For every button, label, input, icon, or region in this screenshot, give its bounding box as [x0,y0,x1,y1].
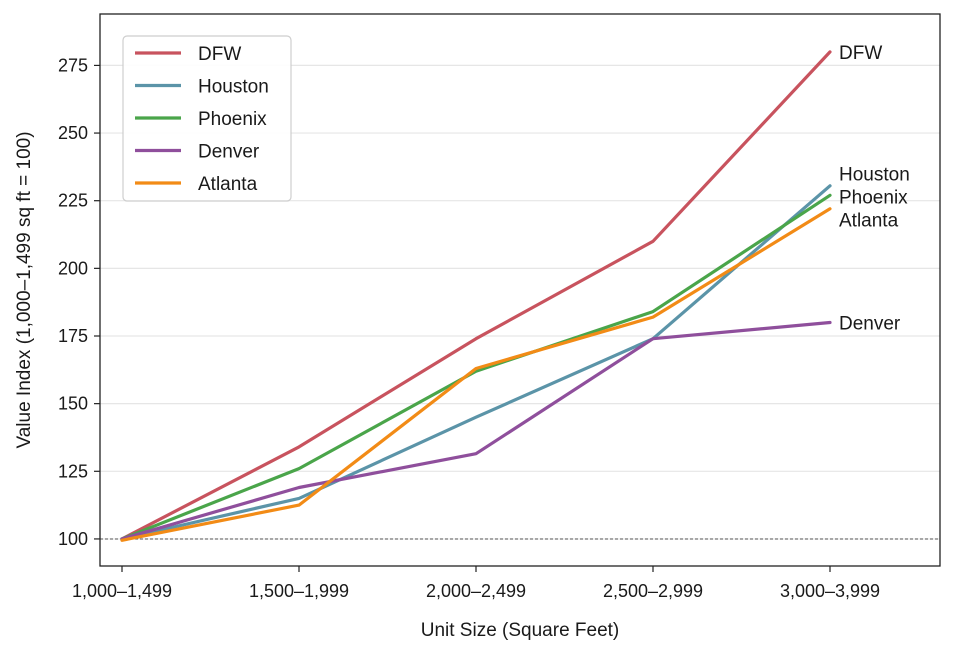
x-tick-label: 3,000–3,999 [780,581,880,601]
legend: DFW Houston Phoenix Denver Atlanta [122,35,292,202]
legend-box [122,35,292,202]
x-tick-label: 1,000–1,499 [72,581,172,601]
y-tick-label: 125 [58,461,88,481]
legend-label-houston: Houston [198,77,269,98]
y-tick-label: 100 [58,529,88,549]
series-line-phoenix [120,193,832,541]
x-axis-ticks: 1,000–1,499 1,500–1,999 2,000–2,499 2,500–2… [72,566,880,601]
x-tick-label: 2,000–2,499 [426,581,526,601]
y-axis-ticks: 100 125 150 175 200 225 250 275 [58,55,100,549]
y-tick-label: 150 [58,394,88,414]
legend-label-atlanta: Atlanta [198,174,258,195]
x-axis-title: Unit Size (Square Feet) [421,620,620,641]
series-lines [120,50,832,542]
series-line-houston [120,184,832,541]
y-tick-label: 250 [58,123,88,143]
series-line-dfw [120,50,832,541]
y-axis-title: Value Index (1,000–1,499 sq ft = 100) [14,131,35,448]
legend-label-phoenix: Phoenix [198,109,267,130]
x-tick-label: 1,500–1,999 [249,581,349,601]
end-label-phoenix: Phoenix [839,188,908,209]
y-tick-label: 175 [58,326,88,346]
series-line-denver [120,320,832,541]
end-label-houston: Houston [839,165,910,186]
legend-label-dfw: DFW [198,44,241,65]
legend-label-denver: Denver [198,142,260,163]
end-label-dfw: DFW [839,43,882,64]
end-label-atlanta: Atlanta [839,211,899,232]
y-tick-label: 225 [58,191,88,211]
y-tick-label: 200 [58,258,88,278]
plot-frame [99,13,941,567]
y-tick-label: 275 [58,55,88,75]
end-label-denver: Denver [839,313,901,334]
series-line-atlanta [120,207,832,542]
x-tick-label: 2,500–2,999 [603,581,703,601]
